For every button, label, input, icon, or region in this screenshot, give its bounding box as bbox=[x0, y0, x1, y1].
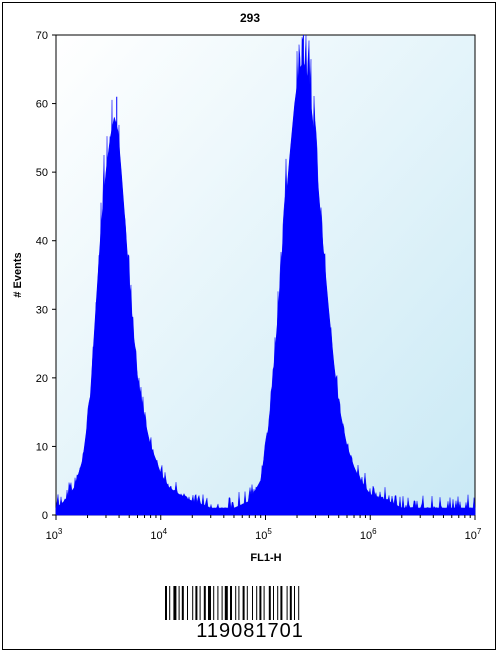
x-tick-label: 103 bbox=[46, 527, 63, 542]
barcode-bar bbox=[213, 586, 215, 620]
barcode-bar bbox=[242, 586, 245, 620]
barcode-bar bbox=[230, 586, 232, 620]
barcode-bar bbox=[268, 586, 271, 620]
x-tick-label: 105 bbox=[255, 527, 272, 542]
x-tick-label: 104 bbox=[150, 527, 167, 542]
barcode-bar bbox=[286, 586, 288, 620]
y-tick-label: 10 bbox=[36, 441, 48, 453]
barcode-bar bbox=[273, 586, 274, 620]
barcode-bar bbox=[187, 586, 188, 620]
y-tick-label: 50 bbox=[36, 167, 48, 179]
x-axis-label: FL1-H bbox=[250, 552, 281, 564]
barcode-bar bbox=[208, 586, 211, 620]
barcode-bar bbox=[203, 586, 206, 620]
figure-frame bbox=[2, 2, 496, 650]
barcode-bar bbox=[238, 586, 240, 620]
barcode-bar bbox=[224, 586, 228, 620]
barcode-bars bbox=[165, 586, 300, 620]
barcode-bar bbox=[298, 586, 300, 620]
y-tick-label: 0 bbox=[42, 510, 48, 522]
y-tick-label: 20 bbox=[36, 373, 48, 385]
barcode-bar bbox=[289, 586, 292, 620]
chart-title: 293 bbox=[240, 11, 260, 25]
x-tick-label: 107 bbox=[465, 527, 482, 542]
barcode-bar bbox=[221, 586, 223, 620]
barcode-bar bbox=[263, 586, 265, 620]
histogram-chart: 0 10 20 30 40 50 60 70 103 104 105 106 107 293 FL1-… bbox=[12, 11, 482, 564]
barcode-bar bbox=[252, 586, 253, 620]
barcode-bar bbox=[246, 586, 248, 620]
y-tick-label: 70 bbox=[36, 30, 48, 42]
barcode-bar bbox=[181, 586, 184, 620]
barcode-bar bbox=[195, 586, 198, 620]
barcode-bar bbox=[235, 586, 237, 620]
barcode bbox=[163, 586, 343, 622]
barcode-bar bbox=[165, 586, 167, 620]
y-axis-label: # Events bbox=[12, 252, 24, 297]
barcode-bar bbox=[173, 586, 177, 620]
barcode-bar bbox=[192, 586, 194, 620]
barcode-number: 119081701 bbox=[196, 620, 304, 642]
y-tick-label: 40 bbox=[36, 236, 48, 248]
barcode-bar bbox=[256, 586, 258, 620]
x-tick-label: 106 bbox=[360, 527, 377, 542]
barcode-bar bbox=[217, 586, 219, 620]
barcode-bar bbox=[178, 586, 180, 620]
barcode-bar bbox=[294, 586, 295, 620]
barcode-bar bbox=[259, 586, 262, 620]
barcode-bar bbox=[199, 586, 201, 620]
barcode-bar bbox=[277, 586, 279, 620]
y-tick-label: 30 bbox=[36, 304, 48, 316]
barcode-bar bbox=[280, 586, 283, 620]
y-tick-label: 60 bbox=[36, 99, 48, 111]
barcode-bar bbox=[169, 586, 171, 620]
histogram-bins bbox=[55, 34, 476, 516]
